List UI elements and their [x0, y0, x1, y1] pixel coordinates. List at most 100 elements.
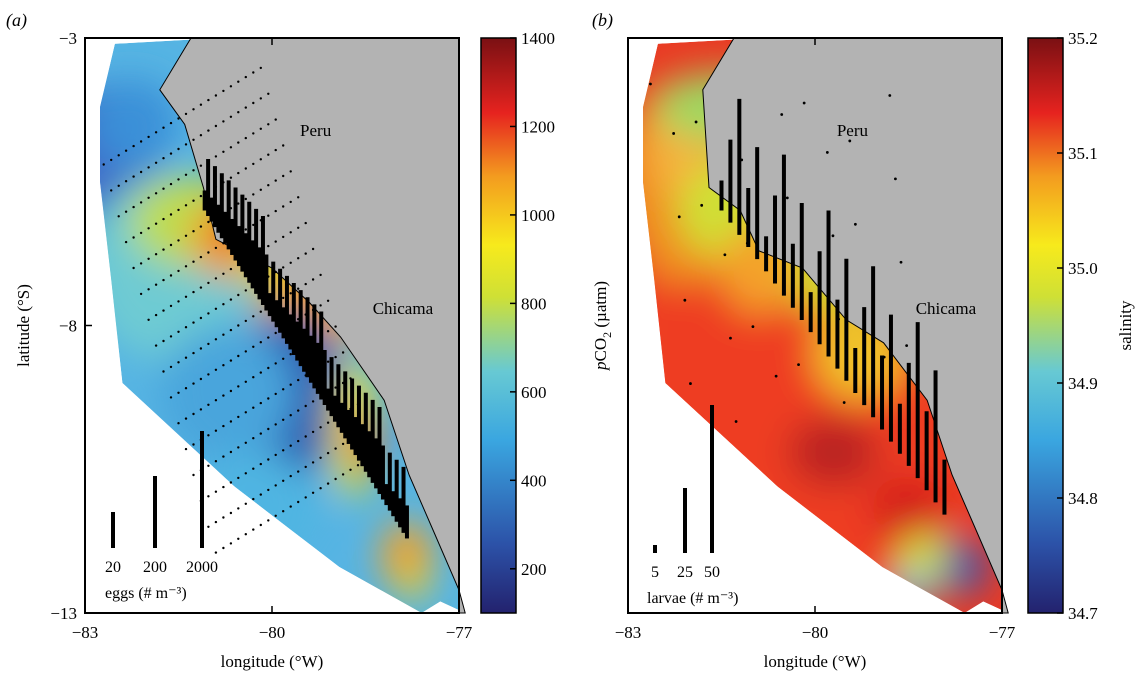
station-dot: [214, 338, 218, 341]
station-dot: [229, 389, 233, 393]
colorbar: 34.7 34.8 34.9 35.0 35.1 35.2 salinity: [1027, 29, 1135, 623]
station-dot: [252, 132, 255, 135]
station-dot: [259, 66, 262, 70]
legend-bar-label: 50: [704, 564, 720, 581]
station-dot: [162, 370, 165, 373]
station-dot: [797, 363, 800, 366]
station-dot: [192, 138, 195, 141]
station-dot: [282, 174, 285, 178]
station-dot: [177, 361, 180, 364]
panel-label: (a): [6, 10, 27, 31]
legend-bar-label: 2000: [186, 559, 218, 576]
station-dot: [734, 420, 738, 423]
station-dot: [207, 525, 210, 528]
station-dot: [192, 382, 195, 385]
station-dot: [229, 146, 233, 149]
station-dot: [289, 444, 292, 447]
station-dot: [274, 209, 277, 213]
station-dot: [304, 252, 307, 255]
station-dot: [297, 378, 300, 382]
larvae-bars: [719, 98, 947, 515]
station-dot: [169, 274, 173, 277]
station-dot: [199, 194, 203, 198]
station-dot: [192, 351, 195, 355]
field-patch: [942, 538, 988, 596]
y-tick-label: −13: [50, 604, 77, 623]
station-dot: [229, 328, 233, 332]
station-dot: [214, 246, 218, 250]
station-dot: [139, 231, 143, 235]
station-dot: [282, 205, 285, 208]
station-dot: [334, 447, 337, 450]
station-dot: [311, 278, 315, 281]
station-dot: [267, 519, 270, 522]
station-dot: [319, 487, 322, 490]
place-label: Chicama: [373, 299, 434, 318]
legend-title: larvae (# m⁻³): [647, 590, 738, 607]
station-dot: [154, 253, 158, 256]
station-dot: [259, 493, 262, 496]
station-dot: [124, 240, 128, 244]
station-dot: [297, 287, 300, 290]
station-dot: [139, 170, 143, 174]
station-dot: [289, 383, 292, 386]
station-dot: [297, 409, 300, 412]
station-dot: [132, 205, 135, 209]
colorbar-tick-label: 1200: [521, 117, 555, 136]
station-dot: [252, 406, 255, 409]
station-dot: [244, 533, 247, 536]
station-dot: [297, 257, 300, 260]
station-dot: [311, 461, 315, 464]
panel-a: (a) 20 200 2000 eggs (# m⁻³) Peru Chicama −83 −8…: [6, 10, 614, 671]
colorbar-tick-label: 35.1: [1068, 144, 1098, 163]
station-dot: [237, 202, 240, 205]
station-dot: [177, 269, 180, 273]
station-dot: [689, 382, 692, 385]
place-label: Chicama: [916, 299, 977, 318]
station-dot: [723, 253, 727, 257]
station-dot: [289, 353, 292, 356]
station-dot: [162, 126, 165, 129]
station-dot: [252, 193, 255, 196]
station-dot: [222, 364, 225, 367]
station-dot: [237, 537, 240, 540]
station-dot: [199, 286, 203, 289]
station-dot: [192, 412, 195, 416]
station-dot: [229, 359, 233, 362]
colorbar-tick-label: 34.9: [1068, 374, 1098, 393]
station-dot: [297, 226, 300, 229]
station-dot: [162, 278, 165, 282]
station-dot: [259, 371, 262, 374]
colorbar-tick-label: 800: [521, 294, 547, 313]
station-dot: [334, 477, 337, 481]
station-dot: [244, 472, 247, 475]
station-dot: [267, 366, 270, 370]
station-dot: [694, 120, 698, 124]
station-dot: [177, 239, 180, 242]
station-dot: [147, 257, 150, 260]
station-dot: [894, 177, 897, 181]
station-dot: [252, 101, 255, 105]
station-dot: [237, 507, 240, 510]
station-dot: [177, 391, 180, 394]
field-patch: [788, 417, 879, 487]
station-dot: [334, 325, 337, 328]
station-dot: [184, 112, 188, 116]
station-dot: [199, 316, 203, 320]
station-dot: [154, 161, 158, 164]
station-dot: [214, 429, 218, 432]
station-dot: [162, 339, 165, 343]
station-dot: [139, 292, 143, 296]
colorbar: 200 400 600 800 1000 1200 1400 pCO2 (µatm): [480, 29, 614, 614]
station-dot: [289, 170, 292, 173]
station-dot: [154, 344, 158, 347]
station-dot: [177, 117, 180, 120]
station-dot: [154, 283, 158, 286]
colorbar-tick-label: 35.2: [1068, 29, 1098, 48]
station-dot: [304, 221, 307, 225]
station-dot: [124, 210, 128, 213]
station-dot: [222, 485, 225, 489]
station-dot: [132, 144, 135, 148]
station-dot: [244, 136, 247, 140]
